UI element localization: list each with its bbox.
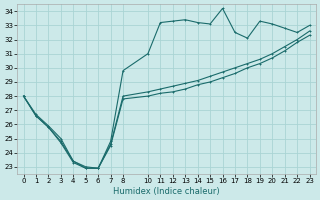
X-axis label: Humidex (Indice chaleur): Humidex (Indice chaleur) (113, 187, 220, 196)
